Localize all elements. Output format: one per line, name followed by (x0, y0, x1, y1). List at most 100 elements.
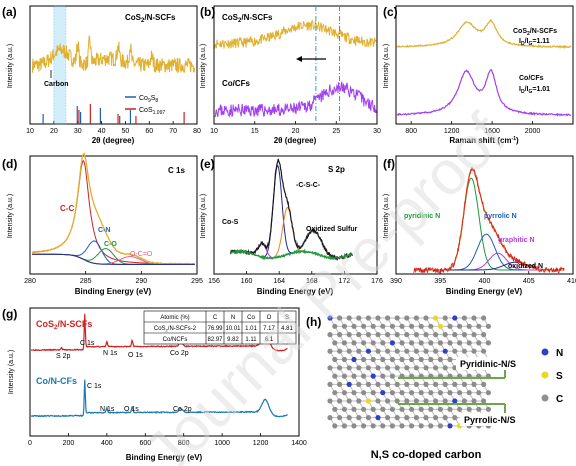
xtick-label: 290 (135, 278, 147, 285)
carbon-atom (385, 348, 391, 354)
carbon-atom (413, 381, 419, 387)
panel-h-legend-c: C (556, 394, 563, 405)
carbon-atom (370, 340, 376, 346)
panel-h-legend-n-dot (541, 348, 549, 356)
xtick-label: 60 (145, 128, 153, 135)
sulfur-atom (365, 398, 371, 404)
panel-d-baseline (32, 253, 195, 265)
panel-a-reference-peaks (42, 104, 185, 124)
nitrogen-atom (351, 356, 357, 363)
panel-f-label-pyrrolic: pyrrolic N (484, 213, 517, 220)
carbon-atom (413, 415, 419, 421)
nitrogen-atom (442, 348, 448, 354)
carbon-atom (385, 415, 391, 421)
xtick-label: 600 (139, 440, 151, 447)
panel-d-label-cc: C-C (60, 204, 74, 213)
carbon-atom (337, 348, 343, 354)
carbon-atom (466, 406, 472, 412)
xtick-label: 25 (332, 128, 340, 135)
carbon-atom (471, 332, 477, 338)
xtick-label: 70 (169, 128, 177, 135)
carbon-atom (447, 390, 453, 396)
carbon-atom (404, 415, 410, 421)
carbon-atom (409, 390, 415, 396)
carbon-atom (461, 332, 467, 338)
xtick-label: 176 (371, 278, 383, 285)
carbon-atom (428, 406, 434, 412)
xtick-label: 390 (390, 278, 402, 285)
panel-a-series-name: CoS2/N-SCFs (125, 13, 176, 24)
xtick-label: 168 (306, 278, 318, 285)
carbon-atom (389, 323, 395, 329)
nitrogen-atom (370, 373, 376, 379)
panel-f-raw-data (413, 167, 565, 274)
xtick-label: 50 (122, 128, 130, 135)
carbon-atom (471, 381, 477, 387)
carbon-atom (327, 348, 333, 354)
carbon-atom (433, 365, 439, 371)
xtick-label: 20 (292, 128, 300, 135)
sulfur-atom (437, 323, 443, 329)
panel-g-xticks: 0 200 400 600 800 1000 1200 1400 (28, 433, 307, 447)
xtick-label: 800 (178, 440, 190, 447)
carbon-atom (394, 332, 400, 338)
panel-a: (a) Intensity (a.u.) 2θ (degree) 10 20 30 4… (2, 5, 201, 145)
carbon-atom (341, 390, 347, 396)
carbon-atom (385, 365, 391, 371)
carbon-atom (399, 323, 405, 329)
xtick-label: 1000 (214, 440, 230, 447)
panel-d-label-oco: O-C=O (130, 251, 153, 258)
panel-c-xticks: 800 1200 1600 2000 (405, 121, 540, 135)
panel-g-table: Atomic (%) C N Co O S CoS2/N-SCFs-2 76.9… (143, 310, 297, 345)
carbon-atom (404, 332, 410, 338)
table-header-3: Co (247, 315, 255, 321)
carbon-atom (370, 390, 376, 396)
carbon-atom (428, 423, 434, 429)
table-row-0-co: 1.01 (245, 326, 257, 332)
carbon-atom (351, 390, 357, 396)
carbon-atom (370, 356, 376, 363)
carbon-atom (341, 373, 347, 379)
panel-h-legend-s-dot (541, 371, 549, 379)
carbon-atom (361, 406, 367, 412)
panel-b-series-2-line (214, 81, 377, 118)
carbon-atom (428, 356, 434, 363)
carbon-atom (481, 381, 487, 387)
panel-h-legend-s: S (556, 371, 563, 382)
xtick-label: 80 (193, 128, 201, 135)
panel-g-series-1-name: CoS2/N-SCFs (36, 319, 92, 331)
carbon-atom (452, 415, 458, 421)
table-row-1-o: 6.1 (265, 337, 274, 343)
carbon-atom (404, 348, 410, 354)
carbon-atom (389, 406, 395, 412)
carbon-atom (337, 332, 343, 338)
panel-h-label-pyrrolic: Pyrrolic-N/S (464, 415, 516, 425)
carbon-atom (375, 381, 381, 387)
carbon-atom (466, 323, 472, 329)
carbon-atom (413, 398, 419, 404)
carbon-atom (457, 406, 463, 412)
carbon-atom (346, 315, 352, 321)
panel-a-annotation-carbon: Carbon (44, 81, 69, 88)
carbon-atom (409, 423, 415, 429)
carbon-atom (404, 381, 410, 387)
table-row-1-n: 9.82 (227, 337, 239, 343)
panel-c-ratio-2: ID/IG=1.01 (519, 86, 550, 95)
panel-c-series-2-name: Co/CFs (519, 75, 544, 82)
carbon-atom (389, 390, 395, 396)
xtick-label: 405 (523, 278, 535, 285)
panel-a-ylabel: Intensity (a.u.) (7, 44, 14, 88)
carbon-atom (433, 398, 439, 404)
carbon-atom (394, 315, 400, 321)
carbon-atom (399, 390, 405, 396)
nitrogen-atom (452, 315, 458, 321)
carbon-atom (332, 406, 338, 412)
xtick-label: 10 (210, 128, 218, 135)
carbon-atom (447, 340, 453, 346)
carbon-atom (375, 398, 381, 404)
carbon-atom (433, 332, 439, 338)
panel-b-label: (b) (200, 5, 215, 19)
panel-c-series-1-name: CoS2/N-SCFs (513, 28, 557, 37)
carbon-atom (385, 332, 391, 338)
panel-g-series-2-name: Co/N-CFs (36, 376, 77, 386)
